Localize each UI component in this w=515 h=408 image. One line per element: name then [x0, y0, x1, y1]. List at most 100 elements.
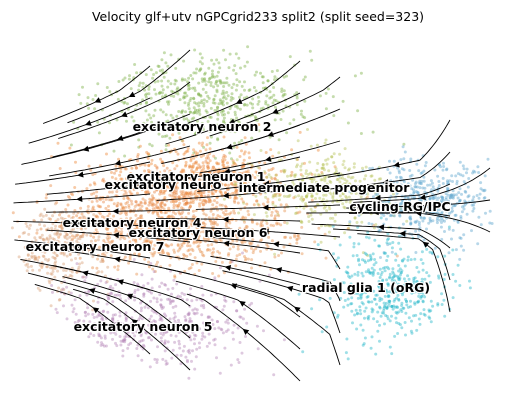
cell-point — [449, 194, 453, 198]
cell-point — [324, 138, 328, 142]
cell-point — [360, 291, 364, 295]
cell-point — [393, 305, 397, 309]
cell-point — [373, 297, 376, 301]
cell-point — [216, 105, 220, 109]
cell-point — [268, 185, 272, 189]
cell-point — [338, 180, 342, 184]
cell-point — [28, 223, 32, 227]
cell-point — [452, 194, 456, 198]
cell-point — [355, 187, 358, 191]
cell-point — [192, 170, 196, 174]
cell-point — [202, 128, 206, 131]
cell-point — [222, 135, 226, 139]
cell-point — [137, 203, 141, 207]
cell-point — [334, 169, 338, 173]
cell-point — [318, 94, 322, 98]
cell-point — [181, 184, 185, 188]
cell-point — [183, 254, 187, 258]
cell-point — [247, 89, 251, 92]
cell-point — [189, 222, 193, 226]
cell-point — [206, 187, 210, 191]
cell-point — [101, 259, 105, 263]
cell-point — [187, 267, 191, 271]
cell-point — [178, 246, 182, 250]
cell-point — [380, 297, 384, 301]
cell-point — [190, 169, 194, 172]
cell-point — [385, 306, 389, 310]
cell-point — [174, 186, 178, 190]
cell-point — [174, 200, 178, 204]
cell-point — [170, 89, 174, 93]
cell-point — [417, 291, 421, 295]
cell-point — [225, 231, 228, 235]
cell-point — [144, 101, 148, 105]
cell-point — [417, 286, 420, 290]
cell-point — [273, 176, 277, 180]
cell-point — [196, 184, 199, 188]
cell-point — [147, 168, 150, 172]
cell-point — [55, 254, 59, 258]
cell-point — [400, 301, 404, 305]
cell-point — [253, 115, 257, 119]
cell-point — [200, 250, 204, 254]
cell-point — [75, 226, 79, 230]
cell-point — [120, 230, 124, 234]
cell-point — [486, 157, 490, 161]
cell-point — [124, 205, 128, 209]
cell-point — [110, 241, 114, 245]
cell-point — [230, 157, 233, 161]
cell-point — [175, 181, 179, 185]
cell-point — [435, 221, 439, 225]
cell-point — [401, 259, 405, 263]
cell-point — [266, 197, 270, 201]
cell-point — [123, 335, 127, 339]
cell-point — [114, 225, 118, 229]
cell-point — [192, 198, 195, 202]
cell-point — [215, 90, 219, 94]
cell-point — [416, 191, 420, 195]
cell-point — [201, 203, 205, 207]
cell-point — [242, 236, 245, 240]
cell-point — [399, 158, 403, 162]
cell-point — [211, 247, 215, 251]
cell-point — [85, 243, 89, 247]
cell-point — [49, 272, 53, 276]
cell-point — [320, 330, 324, 334]
cell-point — [245, 191, 249, 195]
cell-point — [358, 179, 362, 183]
cell-point — [185, 117, 189, 121]
cell-point — [245, 171, 249, 175]
cell-point — [209, 126, 213, 129]
cell-point — [310, 177, 314, 181]
cell-point — [250, 186, 254, 190]
cell-point — [363, 336, 367, 340]
cell-point — [164, 243, 168, 247]
cell-point — [152, 229, 156, 233]
cell-point — [160, 188, 164, 192]
cell-point — [355, 327, 359, 331]
cell-point — [216, 84, 220, 88]
streamline-arrowhead — [224, 265, 232, 271]
cell-point — [421, 261, 425, 265]
cell-point — [50, 244, 54, 248]
cell-point — [156, 260, 159, 264]
cell-point — [198, 60, 202, 64]
cell-point — [122, 181, 126, 185]
cell-point — [152, 310, 156, 314]
cell-point — [105, 236, 109, 240]
cell-point — [192, 71, 196, 75]
cell-point — [410, 173, 414, 177]
cell-point — [193, 333, 197, 337]
cell-point — [221, 163, 225, 167]
cell-point — [213, 343, 217, 347]
cell-point — [446, 187, 450, 191]
cell-point — [399, 247, 403, 251]
cell-point — [181, 349, 185, 353]
cell-point — [174, 212, 177, 216]
cell-point — [361, 328, 365, 332]
cell-point — [157, 250, 161, 254]
cell-point — [281, 109, 285, 113]
cell-point — [401, 287, 405, 291]
cell-point — [152, 114, 156, 118]
